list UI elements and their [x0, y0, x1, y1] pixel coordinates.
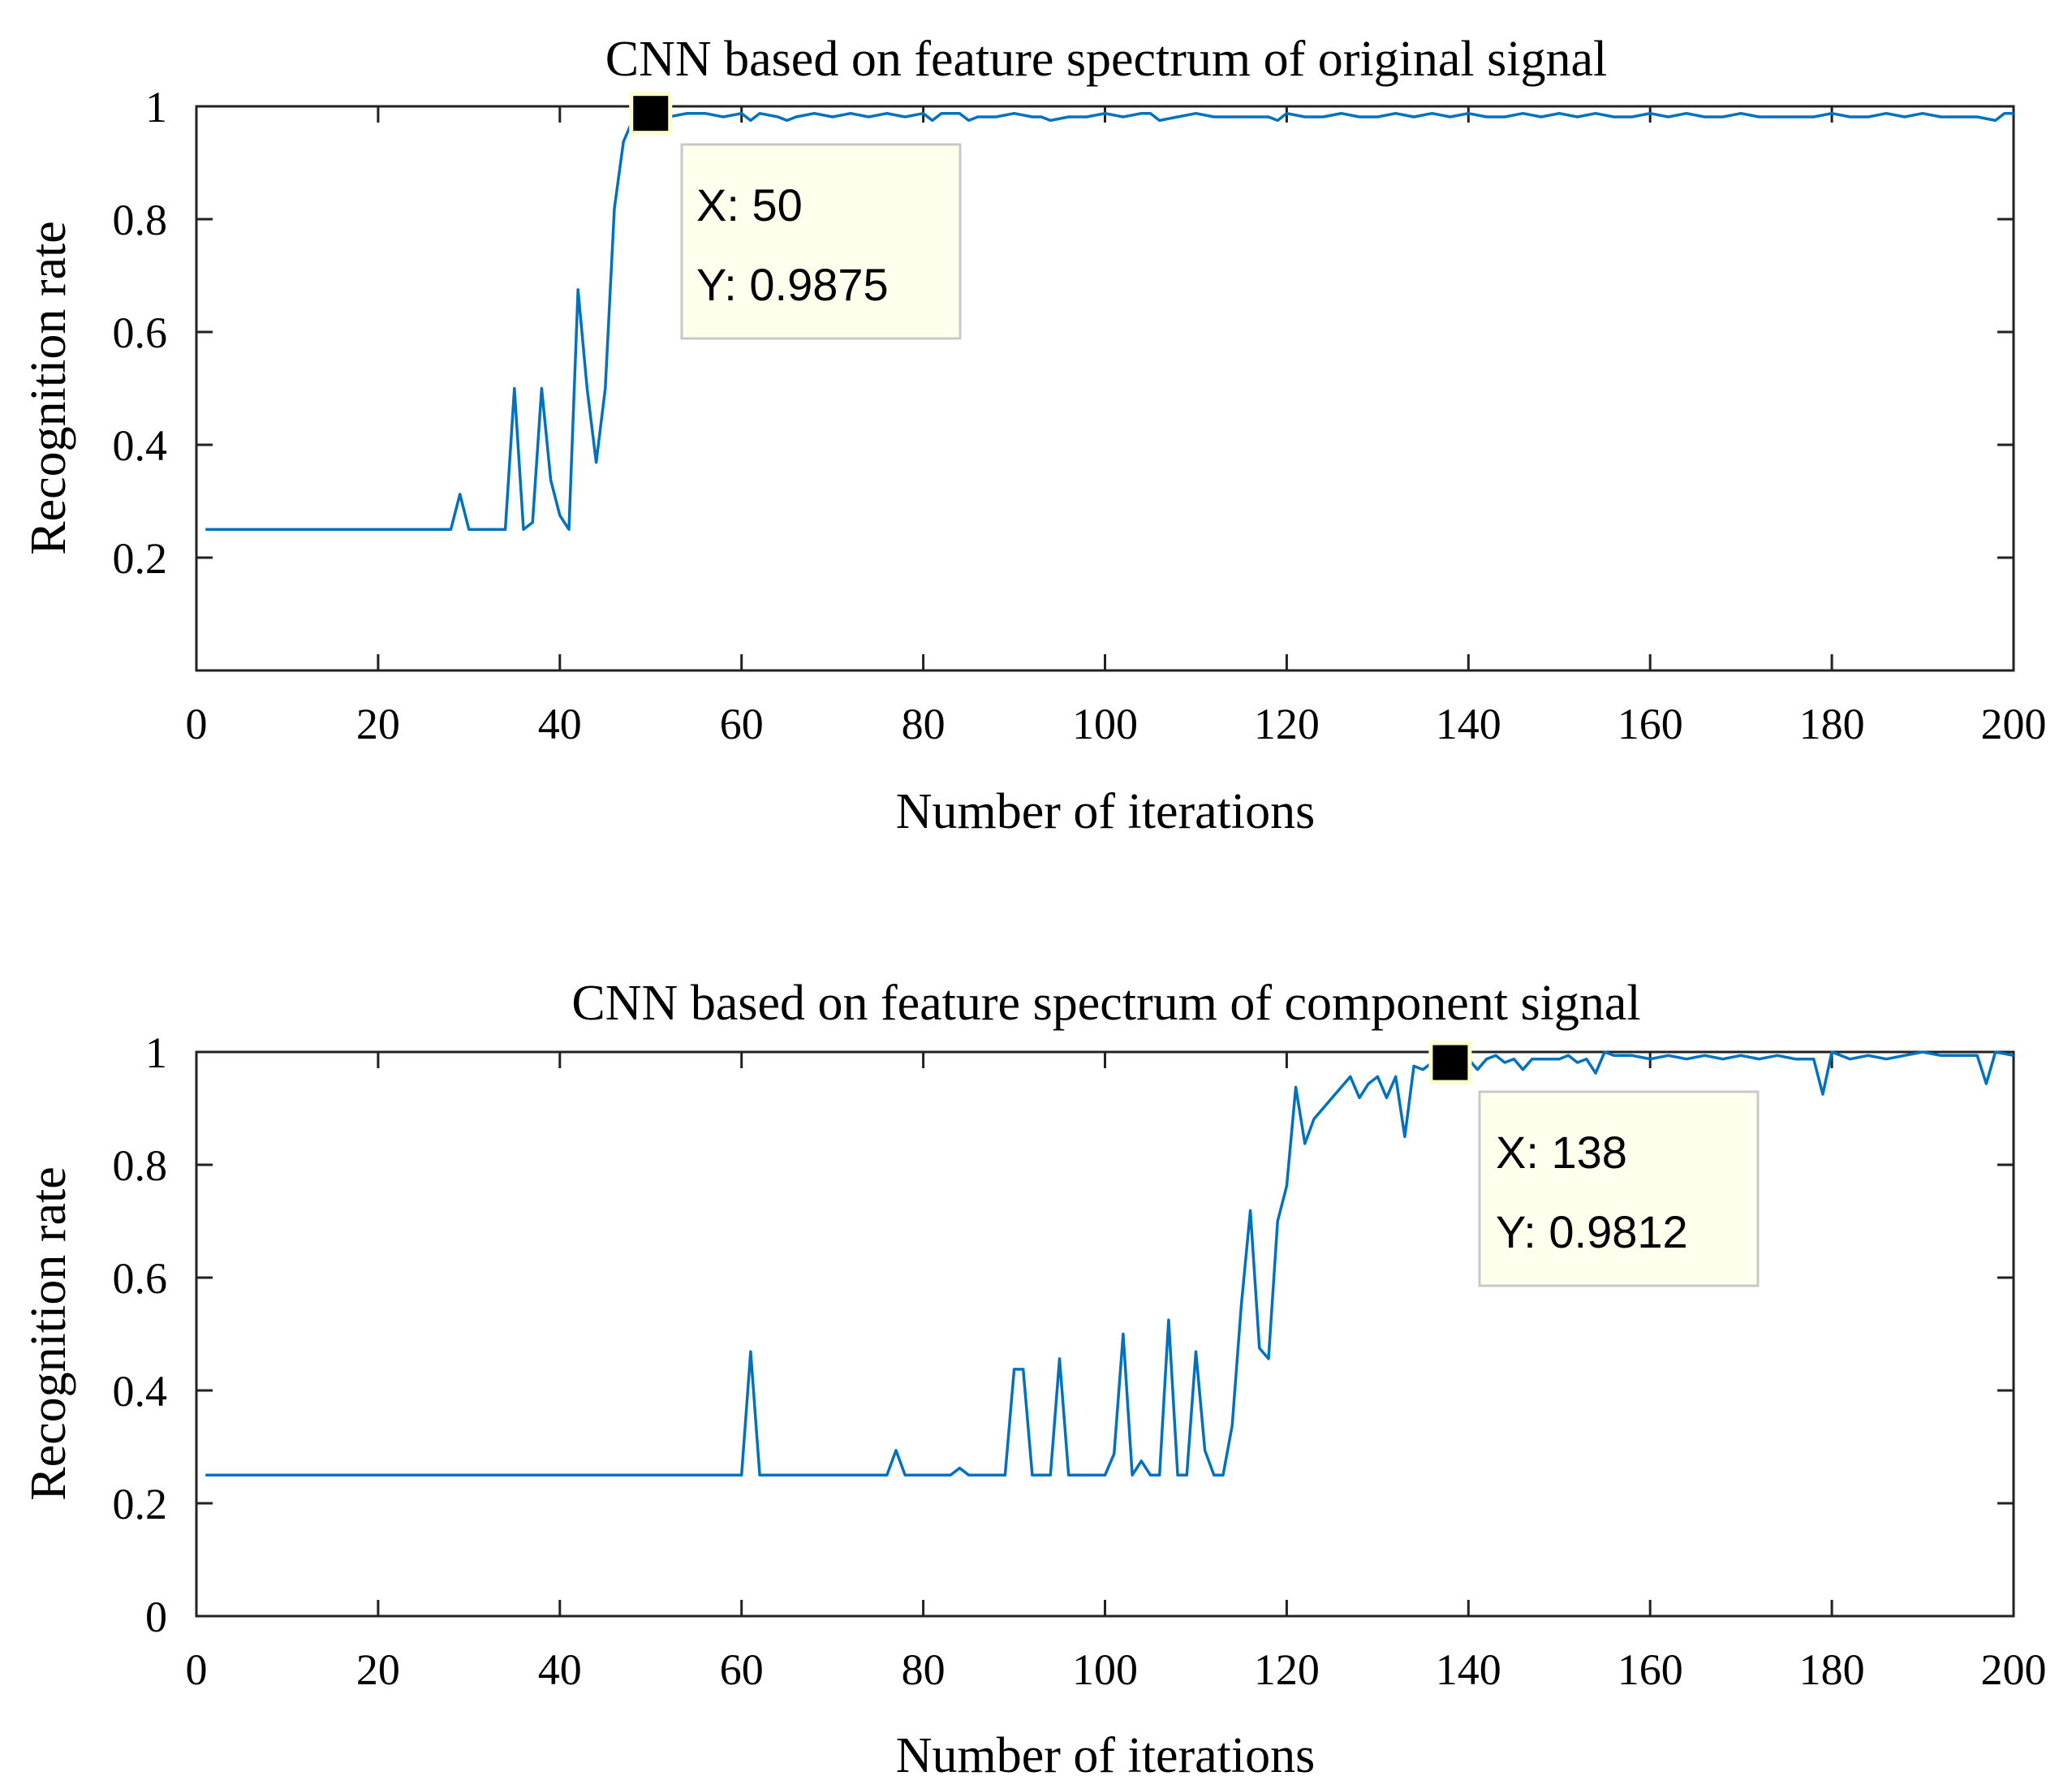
- x-tick-label: 100: [1072, 700, 1138, 748]
- x-tick-label: 60: [720, 700, 764, 748]
- x-tick-label: 200: [1981, 700, 2047, 748]
- y-axis: 0.2 0.4 0.6 0.8 1: [113, 83, 2014, 583]
- subplot-original-signal: CNN based on feature spectrum of origina…: [21, 32, 2047, 839]
- y-axis-label: Recognition rate: [21, 221, 76, 554]
- y-tick-label: 0.8: [113, 1141, 168, 1190]
- y-tick-label: 0.6: [113, 1254, 168, 1303]
- y-tick-label: 0.4: [113, 1367, 168, 1416]
- series-line: [205, 1050, 2014, 1477]
- x-tick-label: 80: [902, 700, 946, 748]
- x-tick-label: 160: [1618, 1645, 1683, 1694]
- x-tick-label: 80: [902, 1645, 946, 1694]
- y-axis-label: Recognition rate: [21, 1166, 76, 1500]
- series-line: [205, 111, 2014, 532]
- datatip-x: X: 138: [1496, 1127, 1627, 1178]
- x-tick-label: 0: [186, 700, 208, 748]
- x-tick-label: 200: [1981, 1645, 2047, 1694]
- x-tick-label: 140: [1436, 1645, 1501, 1694]
- axes-frame: [195, 105, 2015, 672]
- x-axis: 0 20 40 60 80 100 120 140 160 180: [186, 1052, 2047, 1694]
- y-tick-label: 0: [145, 1593, 167, 1641]
- x-axis: 0 20 40 60 80 100 120 140 160 180: [186, 106, 2047, 748]
- y-tick-label: 0.2: [113, 534, 168, 583]
- chart-title: CNN based on feature spectrum of origina…: [605, 32, 1608, 87]
- x-tick-label: 40: [538, 1645, 582, 1694]
- y-tick-label: 0.8: [113, 196, 168, 244]
- x-tick-label: 120: [1254, 700, 1320, 748]
- y-tick-label: 1: [145, 1028, 167, 1077]
- datatip-y: Y: 0.9875: [696, 259, 889, 310]
- x-tick-label: 100: [1072, 1645, 1138, 1694]
- datatip-box: [680, 143, 962, 340]
- y-axis: 0 0.2 0.4 0.6 0.8 1: [113, 1028, 2014, 1641]
- datatip-marker[interactable]: [1428, 1041, 1472, 1084]
- x-tick-label: 20: [356, 700, 400, 748]
- y-tick-label: 0.4: [113, 421, 168, 470]
- datatip-x: X: 50: [696, 179, 803, 231]
- chart-title: CNN based on feature spectrum of compone…: [571, 976, 1640, 1031]
- datatip-marker[interactable]: [629, 92, 673, 136]
- x-tick-label: 20: [356, 1645, 400, 1694]
- datatip-box: [1478, 1090, 1760, 1287]
- subplot-component-signal: CNN based on feature spectrum of compone…: [21, 976, 2047, 1783]
- x-tick-label: 120: [1254, 1645, 1320, 1694]
- x-tick-label: 180: [1799, 1645, 1865, 1694]
- datatip-y: Y: 0.9812: [1496, 1206, 1688, 1257]
- x-axis-label: Number of iterations: [896, 1728, 1316, 1783]
- y-tick-label: 1: [145, 83, 167, 131]
- x-tick-label: 180: [1799, 700, 1865, 748]
- x-tick-label: 160: [1618, 700, 1683, 748]
- x-axis-label: Number of iterations: [896, 784, 1316, 839]
- y-tick-label: 0.2: [113, 1480, 168, 1528]
- x-tick-label: 60: [720, 1645, 764, 1694]
- x-tick-label: 140: [1436, 700, 1501, 748]
- datatip[interactable]: X: 50 Y: 0.9875: [629, 92, 962, 340]
- x-tick-label: 0: [186, 1645, 208, 1694]
- datatip[interactable]: X: 138 Y: 0.9812: [1428, 1041, 1760, 1287]
- y-tick-label: 0.6: [113, 308, 168, 357]
- x-tick-label: 40: [538, 700, 582, 748]
